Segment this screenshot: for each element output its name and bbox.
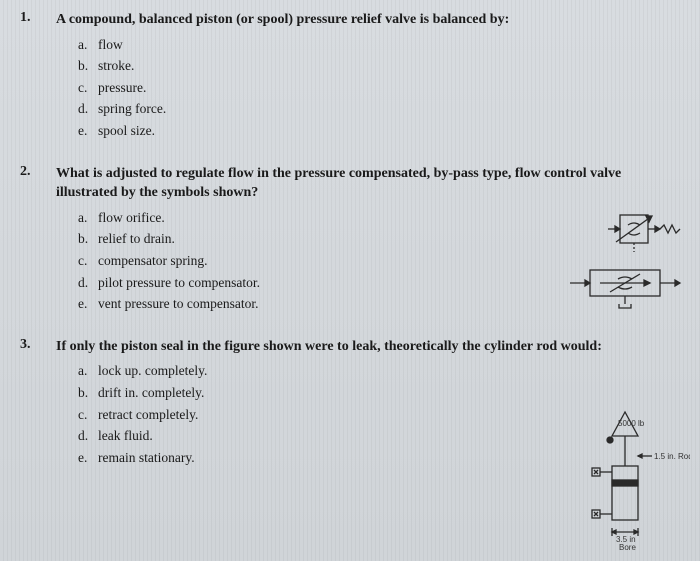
- question-stem: A compound, balanced piston (or spool) p…: [56, 10, 680, 30]
- question-1: 1. A compound, balanced piston (or spool…: [20, 10, 680, 142]
- options-list: a.flow b.stroke. c.pressure. d.spring fo…: [78, 34, 680, 142]
- option-b: b.stroke.: [78, 55, 680, 77]
- load-label: 5000 lb: [618, 419, 645, 428]
- rod-label: 1.5 in. Rod: [654, 452, 690, 461]
- option-d: d.spring force.: [78, 98, 680, 120]
- option-b: b.drift in. completely.: [78, 382, 680, 404]
- option-a: a.lock up. completely.: [78, 360, 680, 382]
- question-number: 1.: [20, 10, 31, 26]
- bore-label2: Bore: [619, 543, 636, 550]
- hydraulic-symbol-icon: [560, 210, 690, 310]
- figure-q2: [560, 210, 690, 310]
- cylinder-diagram-icon: 5000 lb 1.5 in. Rod 3.5 in Bore: [540, 410, 690, 550]
- question-number: 3.: [20, 337, 31, 353]
- figure-q3: 5000 lb 1.5 in. Rod 3.5 in Bore: [540, 410, 690, 550]
- option-a: a.flow: [78, 34, 680, 56]
- question-stem: If only the piston seal in the figure sh…: [56, 337, 680, 357]
- question-number: 2.: [20, 164, 31, 180]
- question-stem: What is adjusted to regulate flow in the…: [56, 164, 680, 203]
- option-e: e.spool size.: [78, 120, 680, 142]
- option-c: c.pressure.: [78, 77, 680, 99]
